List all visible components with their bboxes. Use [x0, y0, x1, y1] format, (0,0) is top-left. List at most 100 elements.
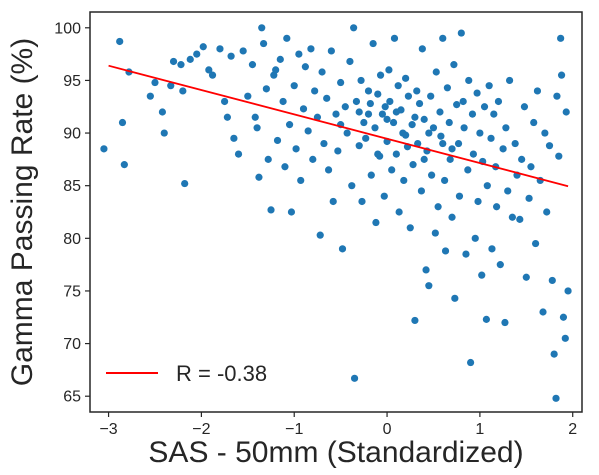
y-tick-label: 65 [63, 389, 81, 406]
scatter-point [490, 110, 498, 118]
scatter-point [564, 287, 572, 295]
scatter-point [441, 176, 449, 185]
scatter-point [420, 155, 428, 163]
scatter-point [251, 113, 259, 121]
scatter-point [259, 39, 268, 48]
scatter-point [471, 234, 479, 242]
scatter-point [451, 294, 459, 302]
scatter-point [355, 108, 363, 116]
scatter-point [355, 142, 363, 150]
scatter-point [425, 129, 433, 137]
scatter-point [381, 103, 389, 111]
scatter-point [501, 318, 509, 327]
scatter-point [394, 82, 402, 90]
scatter-point [448, 145, 456, 153]
scatter-point [439, 139, 447, 148]
scatter-point [146, 92, 154, 100]
scatter-point [404, 92, 413, 100]
scatter-point [439, 34, 447, 42]
scatter-point [160, 129, 168, 137]
scatter-point [337, 78, 345, 87]
scatter-point [392, 108, 400, 116]
x-tick-label: 1 [475, 421, 484, 438]
scatter-point [553, 92, 561, 100]
scatter-point [533, 87, 542, 95]
scatter-point [276, 55, 284, 63]
regression-lines [108, 64, 569, 188]
scatter-point [487, 134, 495, 142]
scatter-point [169, 57, 178, 66]
scatter-point [474, 197, 482, 206]
y-axis-title: Gamma Passing Rate (%) [6, 38, 39, 386]
scatter-point [179, 87, 187, 95]
scatter-point [307, 45, 315, 53]
scatter-point [223, 113, 231, 121]
scatter-point [374, 150, 382, 158]
scatter-point [346, 57, 354, 66]
scatter-point [417, 187, 426, 195]
scatter-point [457, 29, 465, 37]
scatter-point [297, 176, 305, 185]
scatter-point [446, 155, 454, 163]
scatter-point [476, 129, 484, 137]
scatter-point [555, 152, 563, 160]
scatter-point [258, 24, 266, 32]
scatter-point [450, 61, 458, 69]
scatter-point [518, 155, 526, 163]
scatter-point [455, 192, 464, 200]
scatter-point [208, 71, 217, 79]
scatter-point [364, 110, 373, 118]
scatter-point [369, 39, 377, 48]
y-tick-label: 70 [63, 336, 81, 353]
scatter-point [425, 282, 433, 290]
scatter-point [323, 94, 331, 102]
scatter-point [343, 129, 351, 137]
y-tick-label: 80 [63, 231, 81, 248]
scatter-point [290, 82, 298, 90]
scatter-point [350, 374, 359, 382]
scatter-point [530, 118, 538, 127]
scatter-point [287, 208, 296, 216]
scatter-point [295, 50, 303, 58]
scatter-point [364, 87, 373, 95]
y-tick-label: 90 [63, 126, 81, 143]
x-axis-title: SAS - 50mm (Standardized) [148, 436, 523, 469]
scatter-point [304, 127, 312, 135]
scatter-point [338, 245, 347, 253]
scatter-point [158, 108, 167, 116]
scatter-point [279, 97, 287, 106]
scatter-point [483, 182, 491, 190]
scatter-point [385, 66, 393, 74]
scatter-point [358, 197, 366, 206]
scatter-point [441, 247, 450, 255]
x-tick-label: 2 [568, 421, 577, 438]
scatter-point [522, 273, 530, 281]
scatter-point [432, 68, 440, 76]
scatter-point [402, 74, 410, 82]
scatter-point [502, 124, 510, 132]
scatter-point [388, 166, 396, 174]
scatter-point [273, 136, 282, 145]
scatter-point [464, 166, 472, 174]
scatter-point [459, 97, 467, 106]
scatter-point [316, 231, 324, 239]
scatter-point [427, 92, 435, 100]
scatter-point [406, 224, 414, 232]
scatter-point [244, 92, 252, 100]
scatter-point [227, 52, 235, 60]
scatter-point [341, 103, 349, 111]
plot-area-frame [89, 11, 583, 413]
scatter-point [454, 139, 463, 148]
scatter-point [469, 150, 477, 158]
scatter-point [559, 313, 568, 321]
scatter-point [467, 358, 475, 367]
scatter-point [357, 76, 365, 85]
scatter-point [371, 124, 379, 132]
scatter-point [420, 115, 428, 123]
scatter-point [292, 145, 300, 153]
scatter-point [395, 208, 403, 216]
scatter-point [443, 84, 451, 92]
scatter-point [318, 68, 326, 76]
scatter-point [362, 134, 370, 142]
scatter-point [409, 161, 417, 169]
